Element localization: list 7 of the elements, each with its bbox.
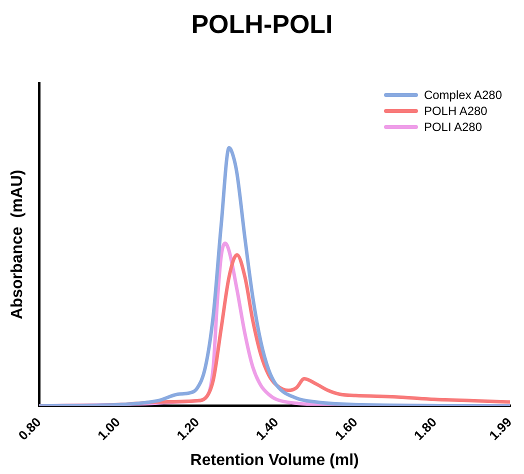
chart-title: POLH-POLI <box>191 8 333 39</box>
legend-label: Complex A280 <box>424 88 502 102</box>
x-axis-title: Retention Volume (ml) <box>190 452 359 469</box>
x-tick-label: 0.80 <box>15 414 44 443</box>
legend-label: POLH A280 <box>424 104 488 118</box>
y-axis-title: Absorbance (mAU) <box>9 170 26 320</box>
legend-label: POLI A280 <box>424 120 482 134</box>
